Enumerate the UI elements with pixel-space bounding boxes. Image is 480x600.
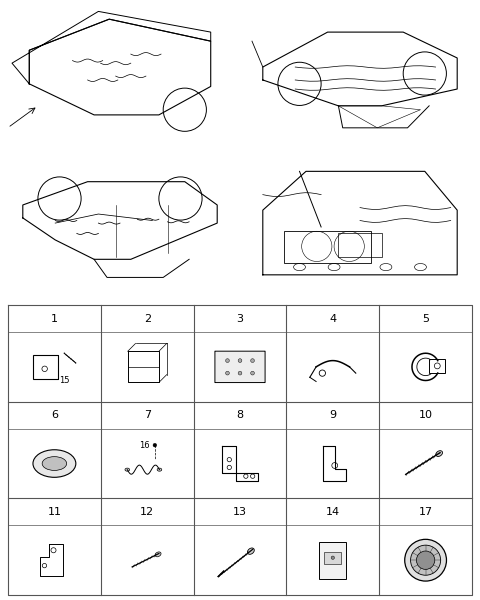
- Bar: [430, 359, 445, 373]
- Text: 14: 14: [326, 507, 340, 517]
- Circle shape: [405, 539, 446, 581]
- FancyBboxPatch shape: [215, 351, 265, 383]
- Ellipse shape: [247, 548, 254, 554]
- Circle shape: [153, 443, 156, 447]
- Text: 11: 11: [48, 507, 61, 517]
- Text: 3: 3: [237, 314, 243, 323]
- Ellipse shape: [42, 457, 67, 470]
- Text: 8: 8: [237, 410, 243, 420]
- Bar: [319, 542, 346, 578]
- Circle shape: [251, 359, 254, 362]
- Circle shape: [331, 556, 335, 559]
- Text: 6: 6: [51, 410, 58, 420]
- Circle shape: [238, 359, 242, 362]
- Ellipse shape: [33, 450, 76, 478]
- Text: 9: 9: [329, 410, 336, 420]
- Text: 2: 2: [144, 314, 151, 323]
- Circle shape: [226, 371, 229, 375]
- Ellipse shape: [125, 468, 130, 471]
- Text: 4: 4: [329, 314, 336, 323]
- Bar: [33, 355, 58, 379]
- Circle shape: [238, 371, 242, 375]
- Ellipse shape: [436, 451, 443, 457]
- Circle shape: [251, 371, 254, 375]
- Text: 7: 7: [144, 410, 151, 420]
- Text: 17: 17: [419, 507, 432, 517]
- Bar: [324, 552, 341, 563]
- Text: 1: 1: [51, 314, 58, 323]
- Circle shape: [410, 545, 441, 575]
- Bar: [338, 233, 382, 257]
- Text: 15: 15: [59, 376, 70, 385]
- Circle shape: [417, 551, 435, 569]
- Bar: [284, 231, 371, 263]
- Text: 10: 10: [419, 410, 432, 420]
- Text: 12: 12: [140, 507, 154, 517]
- Text: 5: 5: [422, 314, 429, 323]
- Ellipse shape: [157, 468, 162, 471]
- Text: 13: 13: [233, 507, 247, 517]
- Circle shape: [226, 359, 229, 362]
- Ellipse shape: [155, 552, 161, 557]
- Text: 16: 16: [140, 440, 150, 449]
